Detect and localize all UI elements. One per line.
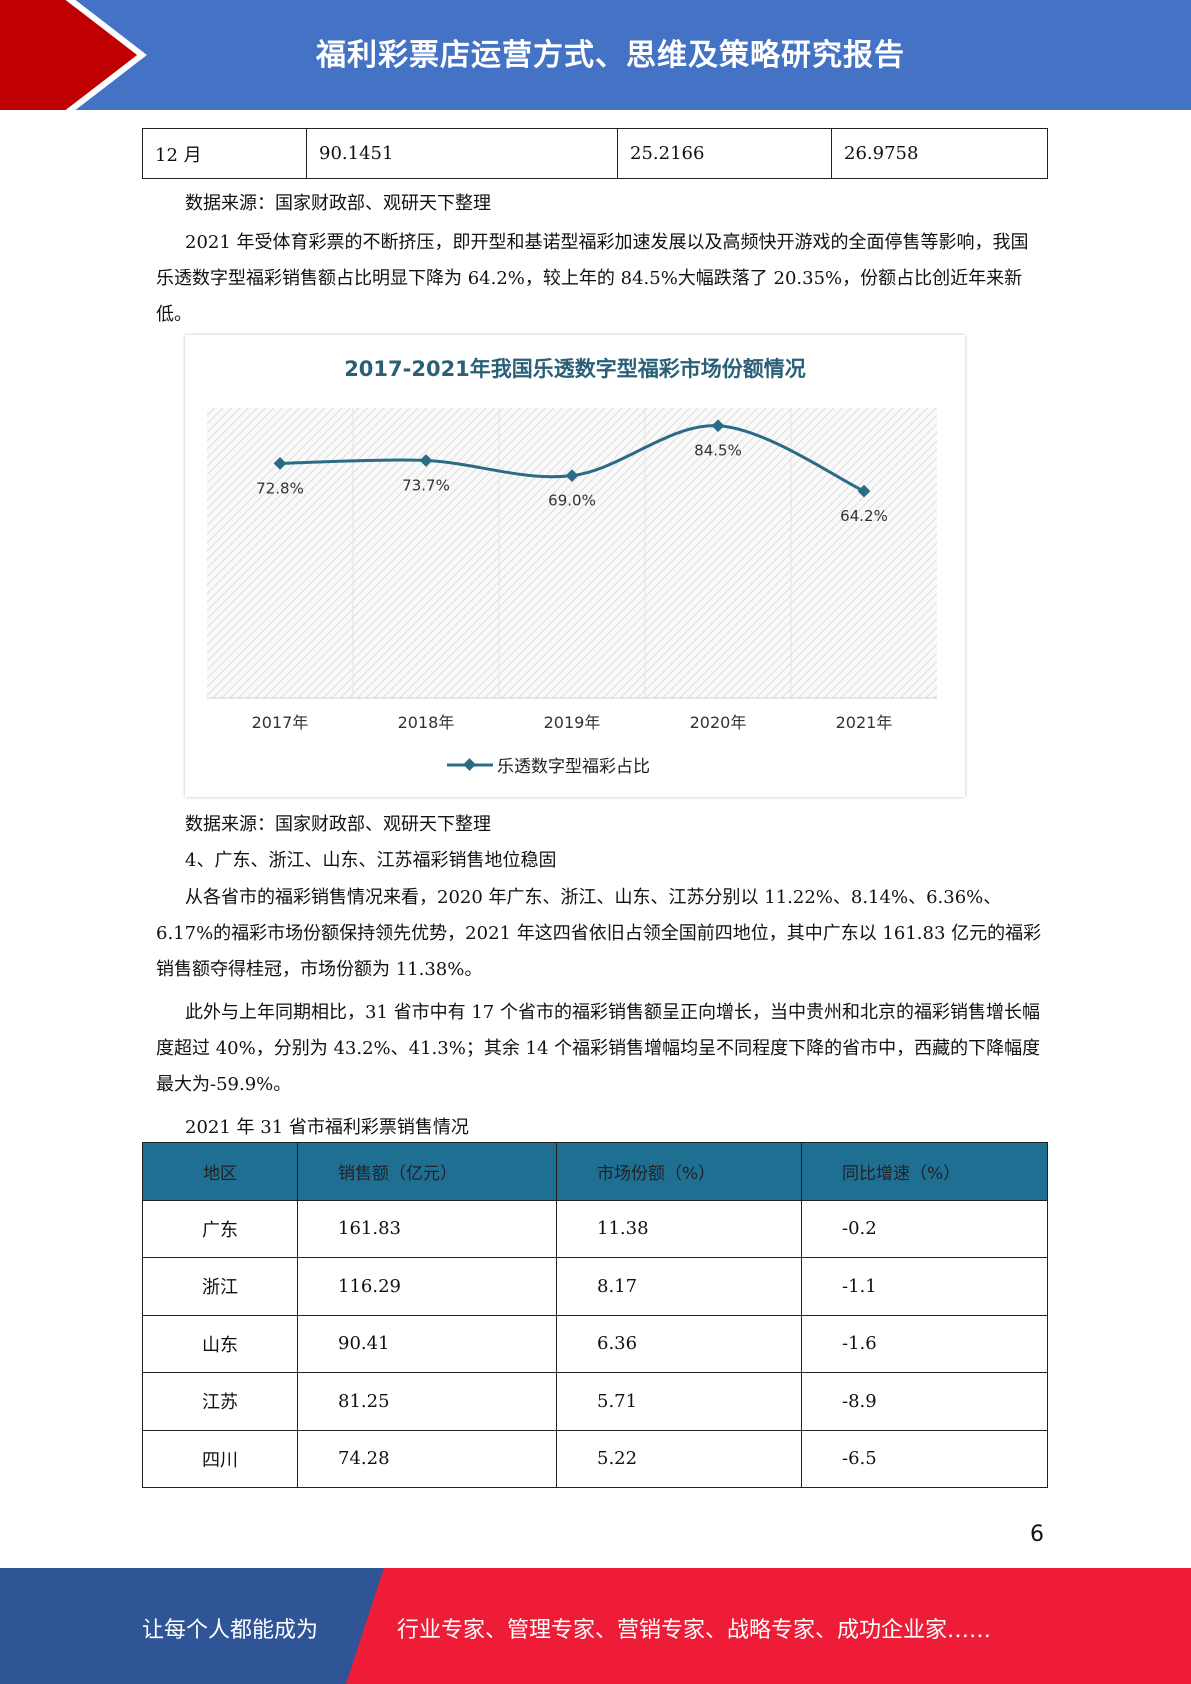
- cell: 5.71: [556, 1372, 802, 1431]
- cell: 四川: [142, 1429, 298, 1488]
- page-number: 6: [1030, 1522, 1044, 1547]
- cell: -0.2: [801, 1199, 1048, 1258]
- data-point: [419, 454, 433, 467]
- source-note: 数据来源：国家财政部、观研天下整理: [185, 193, 491, 214]
- table-row: 12 月 90.1451 25.2166 26.9758: [142, 128, 1048, 179]
- red-chevron-decoration: [0, 0, 147, 110]
- column-header: 市场份额（%）: [556, 1142, 802, 1201]
- cell: 12 月: [142, 128, 307, 179]
- data-label: 84.5%: [694, 442, 742, 460]
- chart-title: 2017-2021年我国乐透数字型福彩市场份额情况: [344, 357, 806, 381]
- section-heading: 4、广东、浙江、山东、江苏福彩销售地位稳固: [185, 850, 557, 871]
- monthly-table: 12 月 90.1451 25.2166 26.9758: [142, 128, 1048, 179]
- cell: 90.1451: [306, 128, 618, 179]
- table-caption: 2021 年 31 省市福利彩票销售情况: [185, 1117, 469, 1138]
- table-row: 广东 161.83 11.38 -0.2: [142, 1199, 1048, 1258]
- page-header: 福利彩票店运营方式、思维及策略研究报告: [0, 0, 1191, 110]
- column-header: 同比增速（%）: [801, 1142, 1048, 1201]
- footer-blue-band: [0, 1568, 384, 1684]
- cell: 山东: [142, 1314, 298, 1373]
- x-tick-label: 2019年: [544, 713, 601, 732]
- table-header-row: 地区 销售额（亿元） 市场份额（%） 同比增速（%）: [142, 1142, 1048, 1201]
- table-row: 浙江 116.29 8.17 -1.1: [142, 1257, 1048, 1316]
- data-label: 72.8%: [256, 479, 304, 497]
- cell: 5.22: [556, 1429, 802, 1488]
- line-chart: 2017-2021年我国乐透数字型福彩市场份额情况 72.8% 2017年 73.7…: [185, 335, 965, 797]
- column-header: 销售额（亿元）: [297, 1142, 557, 1201]
- cell: 25.2166: [617, 128, 832, 179]
- table-row: 山东 90.41 6.36 -1.6: [142, 1314, 1048, 1373]
- cell: 90.41: [297, 1314, 557, 1373]
- paragraph: 2021 年受体育彩票的不断挤压，即开型和基诺型福彩加速发展以及高频快开游戏的全…: [156, 232, 1029, 325]
- cell: 74.28: [297, 1429, 557, 1488]
- data-label: 73.7%: [402, 477, 450, 495]
- cell: -6.5: [801, 1429, 1048, 1488]
- cell: -8.9: [801, 1372, 1048, 1431]
- data-label: 64.2%: [840, 507, 888, 525]
- cell: -1.6: [801, 1314, 1048, 1373]
- footer-slogan-right: 行业专家、管理专家、营销专家、战略专家、成功企业家……: [397, 1618, 992, 1643]
- footer-slogan-left: 让每个人都能成为: [142, 1618, 319, 1643]
- cell: 8.17: [556, 1257, 802, 1316]
- paragraph: 从各省市的福彩销售情况来看，2020 年广东、浙江、山东、江苏分别以 11.22…: [156, 887, 1042, 980]
- x-tick-label: 2021年: [836, 713, 893, 732]
- cell: 116.29: [297, 1257, 557, 1316]
- plot-area: [207, 408, 937, 698]
- data-label: 69.0%: [548, 492, 596, 510]
- cell: 81.25: [297, 1372, 557, 1431]
- cell: 浙江: [142, 1257, 298, 1316]
- cell: 161.83: [297, 1199, 557, 1258]
- legend: 乐透数字型福彩占比: [447, 757, 650, 777]
- table-row: 四川 74.28 5.22 -6.5: [142, 1429, 1048, 1488]
- column-header: 地区: [142, 1142, 298, 1201]
- x-tick-label: 2018年: [398, 713, 455, 732]
- table-row: 江苏 81.25 5.71 -8.9: [142, 1372, 1048, 1431]
- cell: 26.9758: [831, 128, 1048, 179]
- x-tick-label: 2017年: [252, 713, 309, 732]
- cell: 江苏: [142, 1372, 298, 1431]
- chart-svg: 2017-2021年我国乐透数字型福彩市场份额情况 72.8% 2017年 73.7…: [207, 357, 937, 777]
- source-note: 数据来源：国家财政部、观研天下整理: [185, 814, 491, 835]
- cell: -1.1: [801, 1257, 1048, 1316]
- page-footer: 让每个人都能成为 行业专家、管理专家、营销专家、战略专家、成功企业家……: [0, 1568, 1191, 1684]
- header-title: 福利彩票店运营方式、思维及策略研究报告: [316, 38, 905, 73]
- province-sales-table: 地区 销售额（亿元） 市场份额（%） 同比增速（%） 广东 161.83 11.38…: [142, 1142, 1048, 1488]
- x-tick-label: 2020年: [690, 713, 747, 732]
- cell: 广东: [142, 1199, 298, 1258]
- legend-label: 乐透数字型福彩占比: [497, 757, 650, 777]
- paragraph: 此外与上年同期相比，31 省市中有 17 个省市的福彩销售额呈正向增长，当中贵州…: [156, 1002, 1041, 1095]
- cell: 11.38: [556, 1199, 802, 1258]
- cell: 6.36: [556, 1314, 802, 1373]
